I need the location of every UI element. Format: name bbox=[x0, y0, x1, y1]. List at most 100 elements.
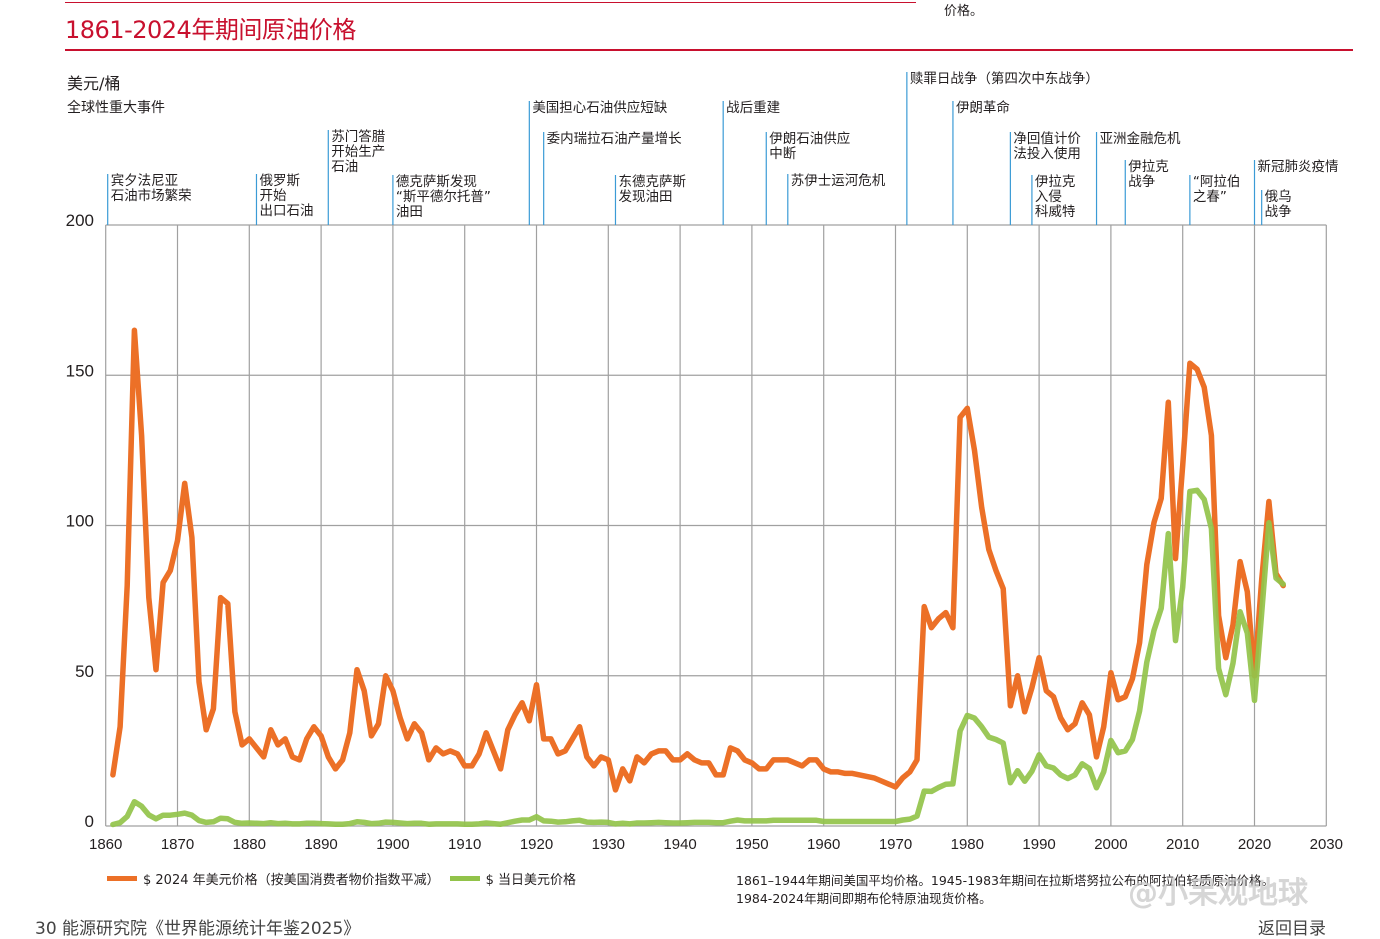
event-annotation: 新冠肺炎疫情 bbox=[1253, 159, 1339, 225]
top-rule bbox=[65, 2, 916, 3]
back-to-contents-link[interactable]: 返回目录 bbox=[1258, 919, 1326, 939]
series-line-nominal bbox=[110, 487, 1286, 828]
event-annotation: 委内瑞拉石油产量增长 bbox=[543, 131, 682, 225]
event-label: 苏门答腊 bbox=[331, 128, 385, 145]
x-tick-label: 1890 bbox=[304, 836, 337, 853]
event-annotations: 宾夕法尼亚石油市场繁荣俄罗斯开始出口石油苏门答腊开始生产石油德克萨斯发现“斯平德… bbox=[107, 70, 1339, 225]
x-tick-label: 2020 bbox=[1238, 836, 1271, 853]
event-label: 赎罪日战争（第四次中东战争） bbox=[910, 70, 1099, 87]
event-annotation: 赎罪日战争（第四次中东战争） bbox=[906, 70, 1099, 225]
y-tick-label: 50 bbox=[75, 662, 94, 681]
event-label: 科威特 bbox=[1035, 204, 1076, 220]
event-label: 油田 bbox=[396, 204, 423, 220]
x-tick-label: 1940 bbox=[663, 836, 696, 853]
legend-label-nominal: $ 当日美元价格 bbox=[485, 873, 577, 888]
event-label: 入侵 bbox=[1035, 188, 1062, 205]
legend-swatch-real bbox=[107, 876, 137, 881]
x-tick-label: 2030 bbox=[1310, 836, 1343, 853]
event-label: 发现油田 bbox=[618, 189, 672, 205]
event-annotation: 美国担心石油供应短缺 bbox=[528, 99, 668, 225]
event-label: 东德克萨斯 bbox=[618, 174, 686, 190]
axis-ticks: 0 50 100 150 200 1860 1870 1880 1890 1900 1910 1920… bbox=[66, 211, 1343, 853]
event-annotation: 苏伊士运河危机 bbox=[787, 173, 886, 225]
event-label: 宾夕法尼亚 bbox=[111, 173, 179, 189]
x-tick-label: 1880 bbox=[233, 836, 266, 853]
page-footer-source: 30 能源研究院《世界能源统计年鉴2025》 bbox=[35, 919, 361, 939]
event-label: 中断 bbox=[769, 146, 796, 162]
event-label: 石油 bbox=[331, 159, 358, 175]
title-rule bbox=[65, 49, 1353, 51]
event-label: 伊朗革命 bbox=[956, 99, 1010, 116]
chart-title: 1861-2024年期间原油价格 bbox=[65, 16, 356, 44]
source-note-line: 1861–1944年期间美国平均价格。1945-1983年期间在拉斯塔努拉公布的… bbox=[736, 873, 1275, 888]
event-label: 出口石油 bbox=[259, 203, 313, 219]
event-label: 之春” bbox=[1193, 189, 1227, 205]
source-note-line: 1984-2024年期间即期布伦特原油现货价格。 bbox=[736, 891, 992, 906]
x-tick-label: 1970 bbox=[879, 836, 912, 853]
x-tick-label: 1900 bbox=[376, 836, 409, 853]
event-label: 委内瑞拉石油产量增长 bbox=[547, 131, 682, 147]
x-tick-label: 1930 bbox=[592, 836, 625, 853]
event-label: 伊拉克 bbox=[1035, 174, 1076, 190]
x-tick-label: 1910 bbox=[448, 836, 481, 853]
series-line-real bbox=[110, 327, 1286, 793]
event-label: 美国担心石油供应短缺 bbox=[532, 99, 667, 116]
event-label: 开始 bbox=[259, 188, 286, 204]
event-label: 法投入使用 bbox=[1013, 145, 1081, 162]
event-label: 新冠肺炎疫情 bbox=[1258, 159, 1339, 175]
y-tick-label: 150 bbox=[66, 361, 94, 380]
x-tick-label: 1860 bbox=[89, 836, 122, 853]
watermark: @小呆观地球 bbox=[1128, 876, 1308, 911]
x-tick-label: 1920 bbox=[520, 836, 553, 853]
x-tick-label: 1950 bbox=[735, 836, 768, 853]
y-axis-unit: 美元/桶 bbox=[67, 74, 121, 93]
event-annotation: 战后重建 bbox=[722, 100, 780, 225]
y-tick-label: 100 bbox=[66, 512, 94, 531]
event-label: 苏伊士运河危机 bbox=[791, 173, 886, 189]
event-label: 伊拉克 bbox=[1128, 159, 1169, 175]
source-note: 1861–1944年期间美国平均价格。1945-1983年期间在拉斯塔努拉公布的… bbox=[736, 872, 1274, 908]
x-tick-label: 2000 bbox=[1094, 836, 1127, 853]
event-label: “阿拉伯 bbox=[1193, 174, 1241, 190]
grid bbox=[105, 224, 1327, 827]
previous-text-fragment: 价格。 bbox=[944, 4, 984, 19]
x-tick-label: 1960 bbox=[807, 836, 840, 853]
event-label: 开始生产 bbox=[331, 144, 385, 160]
legend: $ 2024 年美元价格（按美国消费者物价指数平减） $ 当日美元价格 bbox=[107, 869, 576, 888]
x-tick-label: 1990 bbox=[1022, 836, 1055, 853]
event-label: 净回值计价 bbox=[1013, 131, 1081, 147]
x-tick-label: 1980 bbox=[951, 836, 984, 853]
legend-label-real: $ 2024 年美元价格（按美国消费者物价指数平减） bbox=[143, 873, 440, 888]
x-tick-label: 1870 bbox=[161, 836, 194, 853]
event-label: 俄罗斯 bbox=[259, 173, 300, 189]
event-label: 亚洲金融危机 bbox=[1100, 131, 1181, 147]
event-label: 战后重建 bbox=[726, 100, 780, 116]
y-tick-label: 200 bbox=[66, 211, 94, 230]
series-lines bbox=[110, 327, 1286, 828]
event-label: 石油市场繁荣 bbox=[111, 187, 192, 204]
event-annotation: 德克萨斯发现“斯平德尔托普”油田 bbox=[392, 174, 491, 225]
events-heading: 全球性重大事件 bbox=[67, 100, 165, 116]
event-annotation: 亚洲金融危机 bbox=[1095, 131, 1181, 225]
event-label: “斯平德尔托普” bbox=[396, 189, 491, 205]
event-label: 德克萨斯发现 bbox=[396, 174, 477, 190]
event-label: 战争 bbox=[1128, 174, 1155, 190]
legend-swatch-nominal bbox=[449, 876, 480, 881]
event-label: 俄乌 bbox=[1265, 189, 1292, 205]
x-tick-label: 2010 bbox=[1166, 836, 1199, 853]
y-tick-label: 0 bbox=[85, 812, 94, 831]
event-label: 伊朗石油供应 bbox=[769, 130, 850, 147]
event-label: 战争 bbox=[1265, 204, 1292, 220]
event-annotation: 伊朗革命 bbox=[952, 99, 1010, 225]
